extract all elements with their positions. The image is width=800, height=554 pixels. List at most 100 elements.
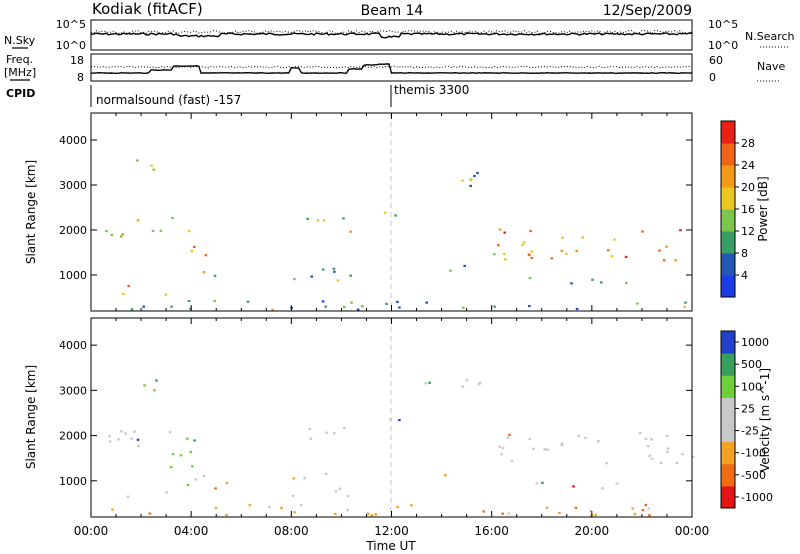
heatmap-cell [191,465,194,468]
heatmap-cell [349,274,352,277]
heatmap-cell [482,510,485,513]
heatmap-cell [292,477,296,480]
colorbar-tick-label: -25 [741,425,759,438]
heatmap-cell [130,437,134,440]
station-title: Kodiak (fitACF) [92,0,203,18]
nsearch-label: N.Search [745,30,795,43]
heatmap-cell [309,437,313,440]
heatmap-cell [398,419,401,422]
heatmap-cell [560,443,564,447]
count-tick-bottom-left: 10^0 [56,39,86,52]
count-tick-top-left: 10^5 [56,18,86,31]
y-tick-label: 4000 [59,134,87,147]
heatmap-cell [246,300,250,303]
heatmap-cell [503,231,506,234]
heatmap-cell [170,305,173,308]
heatmap-cell [356,308,360,311]
x-tick-label: 20:00 [575,524,610,538]
heatmap-cell [152,168,156,171]
colorbar-swatch [721,485,735,509]
heatmap-cell [674,259,677,262]
colorbar-swatch [721,165,735,188]
colorbar-tick-label: -500 [741,469,766,482]
x-tick-label: 12:00 [374,524,409,538]
colorbar-swatch [721,397,735,420]
heatmap-cell [190,250,193,253]
heatmap-cell [560,249,564,252]
heatmap-cell [581,236,584,239]
heatmap-cell [521,243,524,246]
heatmap-cell [187,230,191,233]
nave-tick-bottom: 0 [709,71,716,84]
heatmap-cell [478,381,482,384]
y-tick-label: 1000 [59,269,87,282]
heatmap-cell [105,230,108,233]
heatmap-cell [606,249,610,252]
colorbar-tick-label: 16 [741,203,755,216]
heatmap-cell [631,507,635,510]
heatmap-cell [293,278,296,281]
heatmap-cell [498,445,502,448]
heatmap-cell [303,477,306,480]
x-axis-tick-labels: 00:00 04:00 08:00 12:00 16:00 20:00 00:00 [74,524,710,538]
heatmap-cell [510,459,514,463]
heatmap-cell [463,264,466,267]
heatmap-cell [535,482,539,485]
velocity-colorbar: 1000 500 100 25 -25 -100 -500 -1000 Velocity [m… [720,330,773,509]
heatmap-cell [117,438,120,441]
heatmap-cell [501,447,505,450]
heatmap-cell [659,461,663,464]
heatmap-cell [108,440,112,443]
heatmap-cell [424,382,428,385]
heatmap-cell [666,450,669,454]
heatmap-cell [214,506,218,509]
heatmap-cell [679,229,682,232]
velocity-colorbar-label: Velocity [m s^-1] [758,368,772,472]
heatmap-cell [310,275,313,278]
count-tick-top-right: 10^5 [708,18,738,31]
heatmap-cell [159,229,163,232]
heatmap-cell [633,513,637,516]
nave-tick-top: 60 [709,54,723,67]
heatmap-cell [133,430,136,433]
power-colorbar-ticks: 4 8 12 16 20 24 28 [735,137,755,282]
heatmap-cell [130,308,134,311]
velocity-colorbar-frame [720,330,736,509]
colorbar-swatch [721,375,735,398]
y-tick-label: 3000 [59,384,87,397]
colorbar-swatch [721,253,735,276]
heatmap-cell [461,385,465,388]
power-y-axis: 1000 2000 3000 4000 [59,134,692,282]
heatmap-cell [322,219,326,222]
heatmap-cell [503,252,506,256]
heatmap-cell [306,217,309,220]
heatmap-cell [625,282,628,285]
colorbar-tick-label: 28 [741,137,755,150]
heatmap-cell [150,164,153,167]
heatmap-cell [684,301,687,304]
heatmap-cell [546,448,549,451]
heatmap-cell [543,448,546,451]
cpid-label: CPID [6,87,35,100]
heatmap-cell [142,305,145,308]
heatmap-cell [497,244,500,247]
heatmap-cell [530,256,534,260]
x-tick-label: 04:00 [174,524,209,538]
heatmap-cell [324,305,327,308]
heatmap-cell [110,233,114,236]
heatmap-cell [641,509,645,512]
heatmap-cell [523,241,526,244]
heatmap-cell [613,238,616,241]
heatmap-cell [119,430,123,433]
heatmap-cell [589,510,592,513]
heatmap-cell [308,427,312,431]
nsearch-trace [90,29,693,35]
heatmap-cell [293,511,297,514]
heatmap-cell [528,305,531,308]
heatmap-cell [425,301,428,304]
heatmap-cell [171,453,175,456]
heatmap-cell [151,229,155,232]
heatmap-cell [577,434,580,437]
heatmap-cell [321,300,325,303]
